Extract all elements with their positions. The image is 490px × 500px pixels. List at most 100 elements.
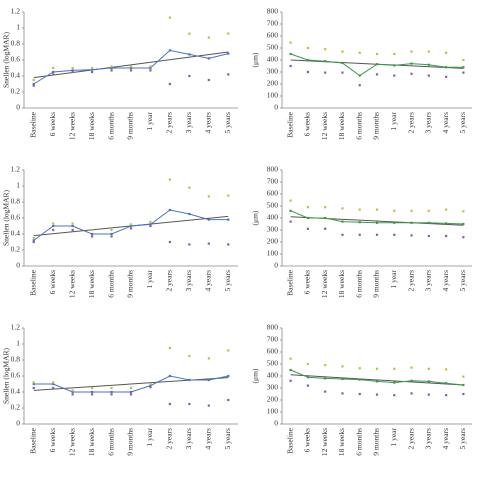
point <box>289 64 292 68</box>
point <box>188 212 191 216</box>
point <box>52 222 55 225</box>
y-tick-label: 0.6 <box>11 213 21 222</box>
y-tick-label: 0.4 <box>11 387 21 396</box>
point <box>90 390 94 394</box>
point <box>306 384 310 387</box>
x-tick-label: 6 weeks <box>48 428 57 452</box>
point <box>71 70 74 74</box>
point <box>375 393 379 396</box>
x-tick-label: Baseline <box>28 269 37 295</box>
y-tick-label: 0.6 <box>11 371 21 380</box>
point <box>71 393 74 396</box>
point <box>358 221 361 224</box>
point <box>168 178 172 181</box>
y-tick-label: 0 <box>274 419 278 428</box>
point <box>52 73 55 76</box>
point <box>341 392 344 395</box>
y-tick-label: 1 <box>16 181 20 190</box>
point <box>188 378 191 382</box>
point <box>129 224 133 228</box>
point <box>410 366 413 369</box>
y-tick-label: 0.4 <box>11 71 21 80</box>
x-tick-label: 3 years <box>184 112 193 134</box>
x-tick-label: Baseline <box>28 111 37 137</box>
point <box>375 52 379 56</box>
point <box>149 65 152 68</box>
point <box>358 84 361 87</box>
point <box>168 240 172 244</box>
y-tick-label: 1.2 <box>11 7 21 16</box>
point <box>427 63 430 66</box>
point <box>32 240 35 244</box>
y-tick-label: 300 <box>267 225 279 234</box>
point <box>32 382 35 386</box>
y-tick-label: 600 <box>267 31 279 40</box>
x-tick-label: 6 weeks <box>303 270 312 294</box>
point <box>227 73 230 76</box>
point <box>168 82 172 86</box>
x-tick-label: 3 years <box>184 428 193 450</box>
point <box>462 222 465 226</box>
point <box>227 349 230 352</box>
x-tick-label: 9 months <box>126 270 135 298</box>
point <box>188 402 191 406</box>
x-tick-label: 1 year <box>389 269 398 288</box>
x-tick-label: 2 years <box>165 270 174 292</box>
point <box>393 381 396 384</box>
x-tick-label: 12 weeks <box>320 112 329 140</box>
x-tick-label: 12 weeks <box>320 428 329 456</box>
point <box>324 377 327 380</box>
y-tick-label: 800 <box>267 323 279 332</box>
point <box>188 32 191 35</box>
point <box>444 382 448 385</box>
x-tick-label: 9 months <box>126 428 135 456</box>
x-tick-label: Baseline <box>28 427 37 453</box>
x-tick-label: 1 year <box>389 111 398 130</box>
point <box>410 221 413 224</box>
x-tick-label: 5 years <box>458 112 467 134</box>
point <box>110 235 113 238</box>
point <box>358 392 361 396</box>
point <box>358 208 361 211</box>
point <box>71 224 74 228</box>
point <box>341 71 344 74</box>
point <box>444 51 448 54</box>
point <box>444 208 448 211</box>
point <box>110 66 113 70</box>
x-tick-label: 6 weeks <box>48 112 57 136</box>
y-tick-label: 800 <box>267 165 279 174</box>
point <box>188 74 191 78</box>
x-tick-label: 6 months <box>354 270 363 298</box>
point <box>52 381 55 384</box>
point <box>410 62 413 65</box>
y-tick-label: 0.2 <box>11 87 21 96</box>
point <box>168 208 172 212</box>
x-tick-label: 6 months <box>106 428 115 456</box>
point <box>168 346 172 350</box>
point <box>427 234 430 238</box>
y-tick-label: 0 <box>274 103 278 112</box>
point <box>375 63 379 66</box>
point <box>375 380 379 383</box>
point <box>393 221 396 224</box>
point <box>324 60 327 63</box>
y-tick-label: 0.6 <box>11 55 21 64</box>
y-tick-label: 600 <box>267 189 279 198</box>
y-axis-label: (μm) <box>251 210 260 225</box>
y-tick-label: 0.8 <box>11 355 21 364</box>
point <box>410 209 413 212</box>
point <box>90 386 94 390</box>
y-tick-label: 0.2 <box>11 245 21 254</box>
y-tick-label: 100 <box>267 407 279 416</box>
x-tick-label: 9 months <box>126 112 135 140</box>
point <box>462 375 465 378</box>
y-tick-label: 700 <box>267 19 279 28</box>
point <box>52 66 55 70</box>
point <box>410 379 413 382</box>
point <box>149 382 152 386</box>
point <box>90 68 94 71</box>
point <box>427 50 430 53</box>
x-tick-label: 3 years <box>184 270 193 292</box>
y-tick-label: 1 <box>16 23 20 32</box>
y-tick-label: 0.2 <box>11 403 21 412</box>
